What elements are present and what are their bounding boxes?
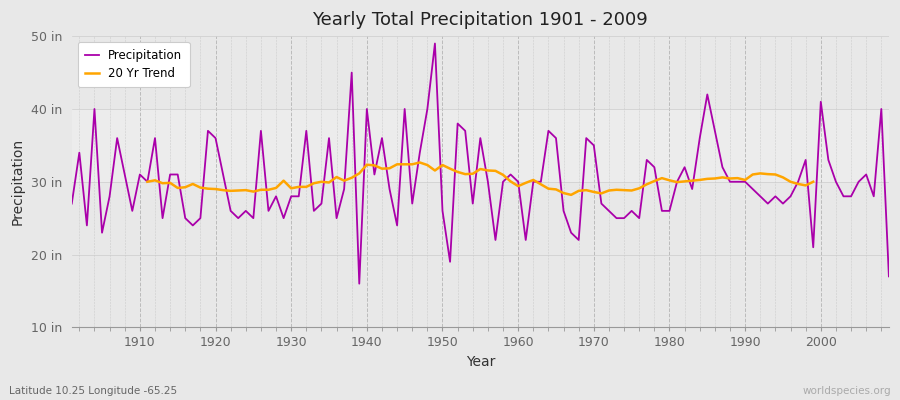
Precipitation: [528, 179, 539, 184]
20 Yr Trend: [225, 188, 236, 193]
Bar: [72, 109, 889, 182]
Precipitation: [520, 238, 531, 242]
Title: Yearly Total Precipitation 1901 - 2009: Yearly Total Precipitation 1901 - 2009: [312, 11, 648, 29]
X-axis label: Year: Year: [465, 355, 495, 369]
Precipitation: [354, 281, 364, 286]
Legend: Precipitation, 20 Yr Trend: Precipitation, 20 Yr Trend: [77, 42, 190, 87]
Precipitation: [618, 216, 629, 220]
Precipitation: [67, 201, 77, 206]
20 Yr Trend: [414, 160, 425, 165]
20 Yr Trend: [808, 179, 819, 184]
20 Yr Trend: [491, 168, 501, 173]
20 Yr Trend: [142, 179, 153, 184]
Text: worldspecies.org: worldspecies.org: [803, 386, 891, 396]
20 Yr Trend: [278, 178, 289, 183]
Line: Precipitation: Precipitation: [72, 44, 889, 284]
Line: 20 Yr Trend: 20 Yr Trend: [148, 162, 814, 195]
Precipitation: [884, 274, 895, 279]
20 Yr Trend: [210, 187, 220, 192]
Y-axis label: Precipitation: Precipitation: [11, 138, 25, 225]
20 Yr Trend: [400, 162, 410, 167]
20 Yr Trend: [566, 192, 577, 197]
Precipitation: [293, 194, 304, 199]
20 Yr Trend: [747, 172, 758, 177]
Precipitation: [338, 187, 349, 192]
Precipitation: [127, 208, 138, 213]
Text: Latitude 10.25 Longitude -65.25: Latitude 10.25 Longitude -65.25: [9, 386, 177, 396]
Precipitation: [429, 41, 440, 46]
